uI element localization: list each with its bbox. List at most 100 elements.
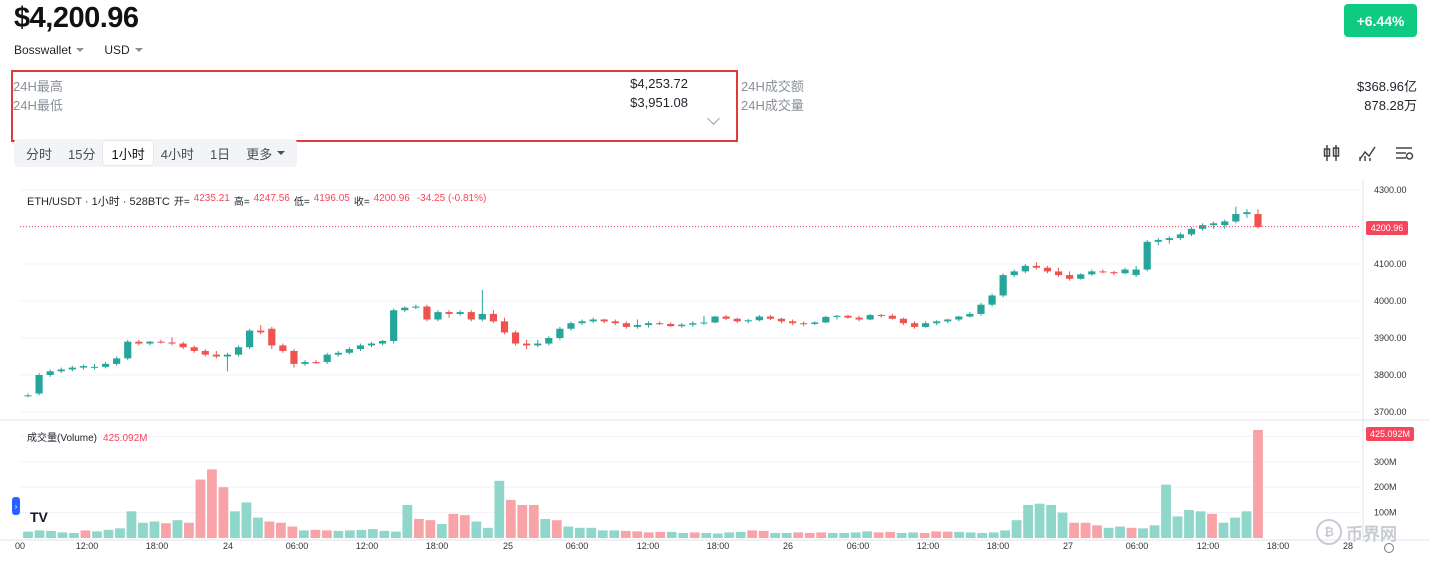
- time-tick-label: 18:00: [1267, 541, 1290, 551]
- volume-bar: [1023, 504, 1033, 538]
- candle-body: [667, 323, 675, 327]
- volume-bar: [551, 520, 562, 538]
- candle-body: [101, 363, 110, 367]
- volume-bar: [1069, 522, 1079, 538]
- candle-body: [157, 341, 165, 343]
- volume-tick-label: 100M: [1374, 508, 1397, 518]
- candle-body: [35, 375, 43, 394]
- candle-body: [1066, 275, 1074, 279]
- volume-bar: [1092, 525, 1102, 538]
- candle-body: [678, 324, 686, 327]
- candle-body: [489, 313, 498, 322]
- volume-bar: [1241, 511, 1252, 538]
- volume-bar: [1034, 503, 1045, 538]
- low-label: 24H最低: [13, 98, 63, 113]
- currency-selector[interactable]: USD: [104, 43, 143, 57]
- price-tick-label: 4100.00: [1374, 259, 1407, 269]
- candle-body: [356, 345, 365, 350]
- candle-body: [334, 352, 342, 355]
- volume-bar: [1230, 517, 1240, 538]
- volume-bar: [574, 527, 585, 538]
- volume-tick-label: 200M: [1374, 482, 1397, 492]
- time-tick-label: 18:00: [707, 541, 730, 551]
- exchange-selector[interactable]: Bosswallet: [14, 43, 85, 57]
- volume-bar: [1115, 526, 1125, 538]
- candle-body: [268, 328, 276, 346]
- candle-body: [944, 319, 952, 322]
- candle-body: [1099, 271, 1107, 273]
- volume-bar: [862, 531, 873, 538]
- time-tick-label: 18:00: [987, 541, 1010, 551]
- volume-legend-value: 425.092M: [103, 433, 148, 444]
- time-tick-label: 25: [503, 541, 513, 551]
- candle-body: [888, 315, 896, 319]
- change-badge: +6.44%: [1344, 4, 1417, 37]
- low-label-ohlc: 低=: [293, 197, 310, 208]
- candle-body: [57, 369, 65, 372]
- last-price-tag: 4200.96: [1366, 221, 1408, 235]
- volume-bar: [609, 530, 620, 538]
- candle-body: [788, 321, 797, 324]
- tab-timeline[interactable]: 分时: [26, 146, 53, 162]
- tab-1d[interactable]: 1日: [209, 146, 231, 162]
- tab-15m[interactable]: 15分: [68, 146, 96, 162]
- volume-bar: [724, 532, 735, 538]
- exchange-label: Bosswallet: [14, 43, 72, 57]
- candle-body: [434, 312, 442, 320]
- watermark: ₿ 币界网: [1316, 519, 1397, 545]
- tab-1h[interactable]: 1小时: [103, 141, 153, 165]
- time-tick-label: 06:00: [286, 541, 309, 551]
- last-volume-tag: 425.092M: [1366, 427, 1414, 441]
- candle-body: [844, 315, 852, 318]
- volume-bar: [92, 531, 102, 538]
- candle-body: [345, 349, 353, 353]
- settings-gear-icon[interactable]: [1384, 543, 1394, 553]
- candle-body: [689, 323, 697, 325]
- volume-bar: [586, 527, 597, 538]
- candle-body: [212, 354, 220, 357]
- volume-bar: [390, 531, 401, 538]
- coin-logo-icon: ₿: [1316, 519, 1342, 545]
- volume-bar: [1172, 516, 1183, 538]
- candle-body: [611, 321, 619, 324]
- indicator-icon[interactable]: [1358, 143, 1378, 163]
- volume-bar: [34, 530, 45, 538]
- time-tick-label: 12:00: [76, 541, 99, 551]
- chevron-right-icon[interactable]: ›: [12, 497, 20, 515]
- price-tick-label: 3800.00: [1374, 370, 1407, 380]
- candle-body: [955, 316, 963, 320]
- volume-bar: [540, 518, 551, 538]
- volume-bar: [655, 531, 666, 538]
- candle-body: [656, 323, 664, 325]
- chart-tools: [1322, 143, 1414, 163]
- candle-body: [179, 343, 187, 348]
- chart-legend: ETH/USDT · 1小时 · 528BTC 开= 4235.21 高= 4247…: [27, 193, 486, 209]
- current-price: $4,200.96: [14, 2, 139, 34]
- candle-body: [1077, 274, 1085, 279]
- tab-more[interactable]: 更多: [238, 141, 293, 165]
- volume-bar: [310, 529, 321, 538]
- candlestick-chart[interactable]: 4300.004200.004100.004000.003900.003800.…: [0, 180, 1430, 562]
- volume-legend-label: 成交量(Volume): [27, 433, 98, 444]
- volume-bar: [563, 526, 574, 538]
- price-tick-label: 4000.00: [1374, 296, 1407, 306]
- candle-body: [511, 332, 520, 344]
- time-tick-label: 18:00: [426, 541, 449, 551]
- candle-body: [833, 315, 841, 317]
- candle-body: [545, 338, 553, 344]
- volume-bar: [436, 524, 447, 538]
- candle-body: [600, 319, 608, 322]
- volume-bar: [46, 530, 56, 538]
- candle-body: [811, 322, 819, 324]
- candle-body: [921, 323, 930, 327]
- volume-bar: [172, 520, 183, 538]
- volume-bar: [873, 532, 884, 538]
- candle-body: [190, 347, 198, 351]
- candle-body: [234, 347, 243, 355]
- candle-type-icon[interactable]: [1322, 143, 1342, 163]
- turnover-label: 24H成交额: [741, 79, 804, 94]
- settings-sliders-icon[interactable]: [1394, 143, 1414, 163]
- volume-bar: [1149, 525, 1160, 538]
- time-tick-label: 06:00: [1126, 541, 1149, 551]
- tab-4h[interactable]: 4小时: [160, 146, 194, 162]
